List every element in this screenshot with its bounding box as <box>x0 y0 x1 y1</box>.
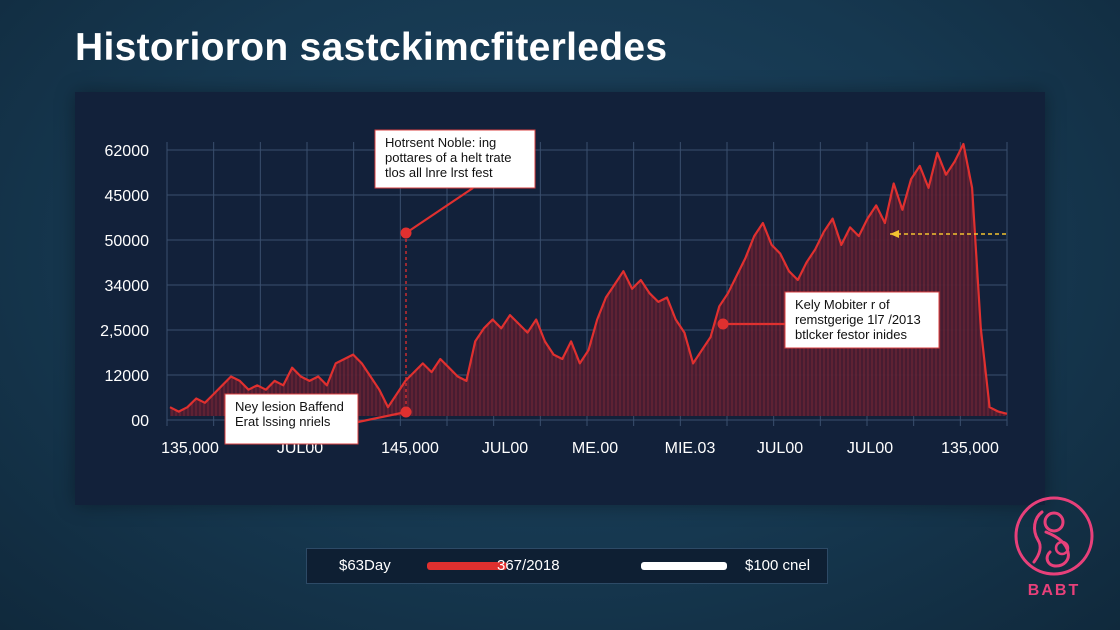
annotation-text: Kely Mobiter r of <box>795 297 890 312</box>
x-axis: 135,000 JUL00 145,000 JUL00 ME.00 MIE.03 JUL00… <box>161 440 999 457</box>
y-axis: 62000 45000 50000 34000 2,5000 12000 00 <box>100 143 149 430</box>
annotation-text: pottares of a helt trate <box>385 150 511 165</box>
y-tick-label: 2,5000 <box>100 323 149 340</box>
annotation-box <box>224 393 359 445</box>
legend-label-2: 367/2018 <box>497 557 560 574</box>
y-tick-label: 45000 <box>105 188 150 205</box>
series-line <box>169 142 1008 415</box>
annotation-connector <box>357 410 407 424</box>
legend-swatch-white <box>641 562 727 570</box>
chart-panel: 62000 45000 50000 34000 2,5000 12000 00 135,00… <box>75 92 1045 505</box>
annotation-marker <box>400 227 412 239</box>
page-title: Historioron sastckimcfiterledes <box>75 26 668 69</box>
annotation-box <box>784 291 940 349</box>
brand-logo: BABT <box>1012 492 1096 602</box>
y-tick-label: 50000 <box>105 233 150 250</box>
legend-label-3: $100 cnel <box>745 557 811 574</box>
x-tick-label: ME.00 <box>572 440 618 457</box>
x-tick-label: 135,000 <box>941 440 999 457</box>
x-tick-label: 135,000 <box>161 440 219 457</box>
annotation-marker <box>400 406 412 418</box>
legend-swatch-red <box>427 562 507 570</box>
annotation-text: Ney lesion Baffend <box>235 399 344 414</box>
x-tick-label: MIE.03 <box>665 440 716 457</box>
annotation-text: Hotrsent Noble: ing <box>385 135 496 150</box>
x-tick-label: JUL00 <box>847 440 893 457</box>
annotation-text: Erat lssing nriels <box>235 414 331 429</box>
x-tick-label: JUL00 <box>482 440 528 457</box>
target-line <box>890 230 1007 238</box>
series-area <box>170 144 1007 416</box>
annotation-text: btlcker festor inides <box>795 327 907 342</box>
y-tick-label: 34000 <box>105 278 150 295</box>
y-tick-label: 62000 <box>105 143 150 160</box>
legend: $63Day 367/2018 $100 cnel <box>306 548 828 584</box>
y-tick-label: 00 <box>131 413 149 430</box>
annotation-marker <box>717 318 729 330</box>
chart: 62000 45000 50000 34000 2,5000 12000 00 135,00… <box>100 129 1008 457</box>
target-arrow <box>890 230 899 238</box>
annotation-text: remstgerige 1l7 /2013 <box>795 312 921 327</box>
logo-text: BABT <box>1027 582 1081 599</box>
y-tick-label: 12000 <box>105 368 150 385</box>
legend-label-1: $63Day <box>339 557 391 574</box>
annotation-connector <box>405 187 474 234</box>
mother-child-icon <box>1014 496 1094 576</box>
annotation-text: tlos all lnre lrst fest <box>385 165 493 180</box>
series-price <box>169 142 1008 416</box>
x-tick-label: 145,000 <box>381 440 439 457</box>
annotation-box <box>374 129 536 189</box>
x-tick-label: JUL00 <box>757 440 803 457</box>
